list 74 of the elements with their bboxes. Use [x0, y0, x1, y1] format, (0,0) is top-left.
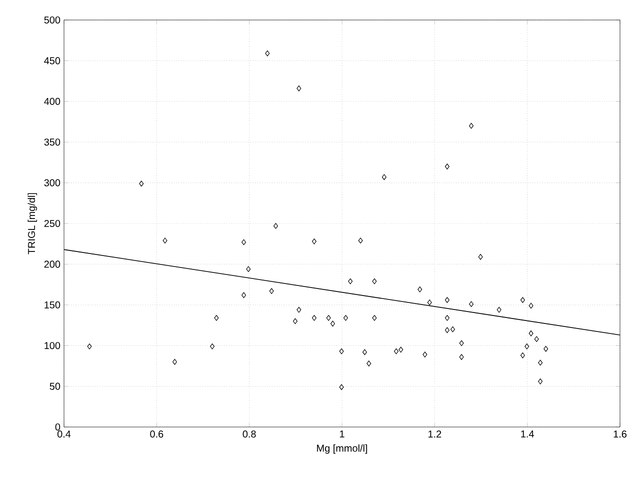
point	[274, 223, 278, 229]
point	[427, 300, 432, 306]
point	[343, 315, 348, 321]
point	[162, 238, 168, 244]
point	[394, 348, 398, 354]
y-tick-label: 350	[44, 138, 60, 146]
point	[312, 315, 316, 321]
y-tick-label: 50	[50, 382, 60, 390]
point	[372, 278, 377, 284]
x-tick-label: 1.4	[521, 430, 534, 438]
point	[469, 301, 474, 307]
point	[362, 349, 367, 355]
y-tick-label: 250	[44, 220, 60, 228]
x-tick-label: 0.4	[57, 430, 71, 438]
point	[87, 344, 92, 350]
point	[330, 320, 335, 327]
point	[296, 85, 302, 92]
point	[339, 384, 344, 390]
point	[242, 239, 246, 246]
point	[469, 122, 474, 129]
point	[382, 174, 386, 180]
x-tick-label: 0.8	[242, 430, 256, 438]
point	[444, 164, 450, 170]
x-tick-label: 1.6	[614, 430, 626, 438]
y-axis-title: TRIGL [mg/dl]	[28, 193, 38, 254]
point	[296, 306, 302, 313]
y-tick-label: 450	[44, 57, 60, 64]
point	[444, 297, 450, 303]
point	[292, 318, 298, 324]
point	[534, 336, 539, 342]
point	[139, 180, 144, 187]
point	[450, 326, 455, 332]
point	[528, 330, 534, 336]
point	[172, 358, 177, 365]
point	[372, 315, 377, 321]
point	[366, 360, 372, 366]
point	[528, 302, 534, 309]
y-tick-label: 0	[55, 423, 60, 431]
x-axis-title: Mg [mmol/l]	[317, 444, 368, 454]
point	[214, 315, 219, 321]
point	[348, 278, 353, 284]
point	[326, 315, 331, 321]
point	[265, 50, 270, 56]
point	[422, 352, 428, 358]
y-tick-label: 300	[44, 179, 60, 186]
point	[538, 378, 543, 384]
point	[398, 346, 404, 353]
y-tick-label: 100	[44, 342, 60, 350]
point	[520, 297, 525, 303]
point	[339, 348, 344, 354]
y-tick-label: 400	[44, 98, 60, 105]
point	[269, 288, 274, 294]
x-tick-label: 1	[340, 430, 344, 438]
point	[459, 340, 464, 346]
point	[459, 354, 464, 360]
point	[246, 266, 251, 272]
point	[496, 306, 502, 313]
point	[478, 254, 483, 260]
point	[444, 327, 450, 334]
x-tick-label: 0.6	[150, 430, 164, 438]
point	[312, 238, 316, 244]
point	[520, 352, 525, 358]
y-tick-label: 500	[44, 16, 60, 24]
point	[538, 360, 543, 366]
point	[210, 344, 215, 350]
point	[544, 346, 548, 352]
x-tick-label: 1.2	[428, 430, 442, 438]
y-tick-label: 150	[44, 301, 60, 308]
y-tick-label: 200	[44, 260, 60, 268]
point	[524, 344, 530, 350]
point	[242, 292, 246, 298]
point	[358, 238, 363, 244]
point	[444, 315, 450, 321]
point	[418, 286, 422, 292]
